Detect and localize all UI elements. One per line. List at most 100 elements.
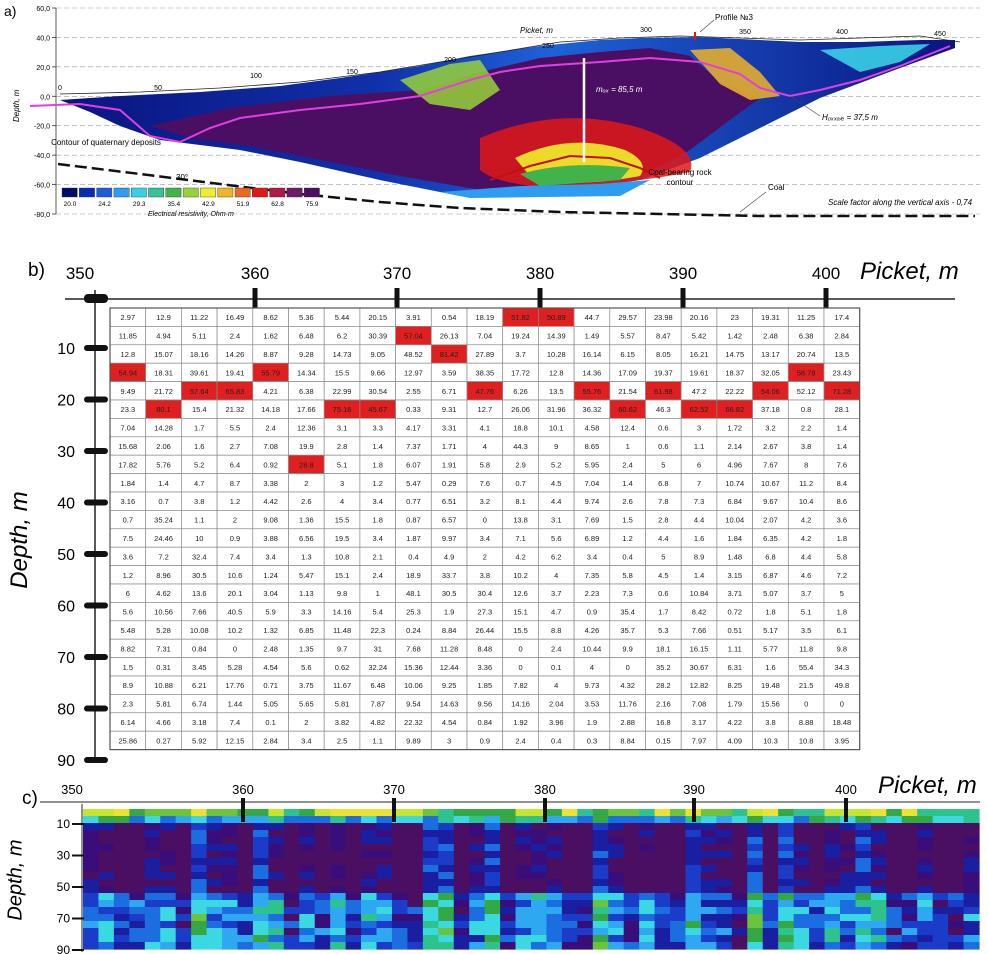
panel-c-map-cell: [623, 809, 640, 817]
panel-b-cell-value: 30.4: [478, 589, 493, 598]
panel-c-map-cell: [731, 851, 748, 859]
panel-b-cell-value: 9.31: [442, 405, 457, 414]
panel-a-green-core: [520, 165, 630, 186]
panel-c-map-cell: [747, 844, 764, 852]
panel-c-map-cell: [283, 907, 300, 915]
panel-b-cell-value: 6.1: [837, 626, 847, 635]
panel-c-map-cell: [129, 935, 146, 943]
panel-c-map-cell: [654, 935, 671, 943]
panel-b-cell-value: 3.4: [587, 552, 597, 561]
panel-c-map-cell: [345, 928, 362, 936]
panel-c-map-cell: [129, 865, 146, 873]
panel-c-map-cell: [577, 886, 594, 894]
panel-b-cell-value: 19.24: [511, 332, 530, 341]
panel-c-map-cell: [113, 823, 130, 831]
panel-c-map-cell: [901, 872, 918, 880]
panel-c-map-cell: [762, 830, 779, 838]
panel-b-cell-value: 14.18: [261, 405, 280, 414]
panel-b-cell-value: 6.07: [406, 460, 421, 469]
panel-b-cell-value: 9.9: [622, 644, 632, 653]
panel-b-cell-value: 1: [626, 442, 630, 451]
panel-c-map-cell: [345, 816, 362, 824]
panel-c-map-cell: [422, 851, 439, 859]
panel-c-map-cell: [268, 942, 285, 950]
panel-c-map-cell: [608, 809, 625, 817]
panel-c-map-cell: [731, 907, 748, 915]
panel-c-map-cell: [98, 851, 115, 859]
panel-c-map-cell: [391, 907, 409, 915]
panel-b-cell-value: 3.5: [801, 626, 811, 635]
panel-b-cell-value: 6.87: [763, 571, 778, 580]
panel-b-cell-value: 3.8: [801, 442, 811, 451]
panel-b-cell-value: 5.76: [156, 460, 171, 469]
panel-c-map-cell: [500, 830, 517, 838]
panel-b-cell-value: 2.4: [515, 736, 525, 745]
panel-c-map-cell: [98, 914, 115, 922]
panel-c-map-cell: [932, 865, 949, 873]
panel-b-cell-value: 14.39: [547, 332, 566, 341]
panel-b-cell-value: 10.28: [547, 350, 566, 359]
panel-c-map-cell: [222, 872, 239, 880]
panel-b-cell-value: 11.67: [333, 681, 351, 690]
panel-c-map-cell: [839, 928, 857, 936]
panel-b-cell-value: 0.29: [442, 479, 457, 488]
panel-a-h-leader: [789, 95, 821, 117]
panel-b-cell-value: 20.74: [797, 350, 816, 359]
panel-c-map-cell: [391, 935, 409, 943]
panel-c-map-cell: [670, 844, 687, 852]
panel-c-map-cell: [160, 858, 177, 866]
panel-c-map-cell: [685, 886, 702, 894]
panel-c-map-cell: [855, 942, 872, 950]
panel-c-map-cell: [283, 844, 300, 852]
panel-c-map-cell: [855, 830, 872, 838]
panel-b-depth-tick-mark: [84, 602, 108, 609]
panel-b-cell-value: 6.38: [799, 332, 814, 341]
panel-c-map-cell: [129, 921, 146, 929]
panel-b-cell-value: 21.72: [154, 387, 173, 396]
panel-b-cell-value: 5.6: [551, 534, 561, 543]
panel-b-cell-value: 2.97: [121, 313, 136, 322]
panel-c-map-cell: [376, 858, 393, 866]
panel-c-map-cell: [546, 858, 563, 866]
panel-b-cell-value: 28.2: [656, 681, 671, 690]
panel-b-cell-value: 3.7: [551, 589, 561, 598]
panel-b-cell-value: 14.28: [154, 424, 173, 433]
panel-a-picket-tick-label: 50: [154, 85, 162, 92]
panel-c-map-cell: [608, 900, 625, 908]
panel-c-map-cell: [83, 907, 100, 915]
panel-c-map-cell: [438, 823, 455, 831]
panel-c-map-cell: [623, 830, 640, 838]
panel-c-map-cell: [345, 907, 362, 915]
panel-c-map-cell: [546, 844, 563, 852]
panel-c-map-cell: [654, 872, 671, 880]
panel-b-cell-value: 12.44: [440, 663, 459, 672]
panel-b-cell-value: 34.3: [835, 663, 850, 672]
panel-c-map-cell: [391, 851, 409, 859]
panel-c-map-cell: [113, 907, 130, 915]
panel-c-map-cell: [469, 851, 486, 859]
panel-c-map-cell: [793, 942, 810, 950]
panel-c-map-cell: [963, 893, 980, 901]
panel-c-map-cell: [361, 809, 378, 817]
panel-c-map-cell: [793, 879, 810, 887]
panel-c-map-cell: [361, 914, 378, 922]
panel-b-cell-value: 0.6: [658, 589, 668, 598]
panel-c-map-cell: [500, 844, 517, 852]
panel-c-map-cell: [391, 809, 409, 817]
panel-c-map-cell: [592, 879, 609, 887]
panel-c-map-cell: [330, 851, 347, 859]
panel-b-cell-value: 3.36: [478, 663, 493, 672]
panel-c-map-cell: [855, 900, 872, 908]
panel-c-map-cell: [283, 809, 300, 817]
panel-c-map-cell: [376, 935, 393, 943]
panel-c-map-cell: [376, 893, 393, 901]
panel-c-map-cell: [98, 816, 115, 824]
panel-c-map-cell: [407, 872, 424, 880]
panel-c-map-cell: [700, 872, 717, 880]
panel-b-cell-value: 7.2: [837, 571, 847, 580]
panel-c-map-cell: [113, 865, 130, 873]
panel-c-map-cell: [422, 816, 439, 824]
panel-c-map-cell: [731, 886, 748, 894]
panel-c-map-cell: [407, 879, 424, 887]
panel-b-cell-value: 2.4: [265, 424, 275, 433]
